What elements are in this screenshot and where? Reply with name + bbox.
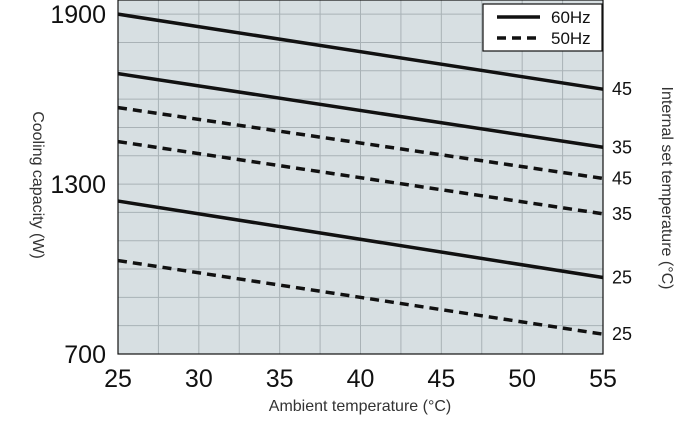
y-tick-label: 1900 — [50, 1, 106, 29]
x-tick-label: 55 — [589, 365, 617, 393]
right-axis-label-35: 35 — [612, 137, 632, 157]
right-axis-label-45: 45 — [612, 79, 632, 99]
y-tick-label: 1300 — [50, 171, 106, 199]
series-line-solid — [117, 199, 604, 280]
x-axis-ticks: 25 30 35 40 45 50 55 — [104, 365, 617, 393]
right-axis-label: Internal set temperature (°C) — [658, 87, 675, 290]
right-axis-label-45: 45 — [612, 168, 632, 188]
y-axis-label: Cooling capacity (W) — [29, 111, 46, 259]
y-tick-label: 700 — [64, 341, 106, 369]
right-axis-label-35: 35 — [612, 204, 632, 224]
x-tick-label: 35 — [266, 365, 294, 393]
legend-box — [482, 3, 603, 52]
right-axis-labels: 45 35 45 35 25 25 — [612, 79, 632, 344]
legend-50hz-label: 50Hz — [551, 29, 591, 48]
x-tick-label: 30 — [185, 365, 213, 393]
y-axis-ticks: 700 1300 1900 — [50, 1, 106, 369]
x-tick-label: 40 — [347, 365, 375, 393]
legend-60hz-label: 60Hz — [551, 8, 591, 27]
x-tick-label: 45 — [427, 365, 455, 393]
x-tick-label: 25 — [104, 365, 132, 393]
x-axis-label: Ambient temperature (°C) — [269, 398, 451, 415]
series-line-dashed — [117, 258, 604, 336]
legend: 60Hz 50Hz — [482, 3, 603, 52]
right-axis-label-25: 25 — [612, 324, 632, 344]
series-line-dashed — [117, 105, 604, 181]
series-layer — [117, 12, 604, 336]
plot-frame — [117, 0, 604, 355]
series-line-solid — [117, 12, 604, 91]
series-line-dashed — [117, 139, 604, 216]
x-tick-label: 50 — [508, 365, 536, 393]
series-line-solid — [117, 71, 604, 149]
right-axis-label-25: 25 — [612, 268, 632, 288]
